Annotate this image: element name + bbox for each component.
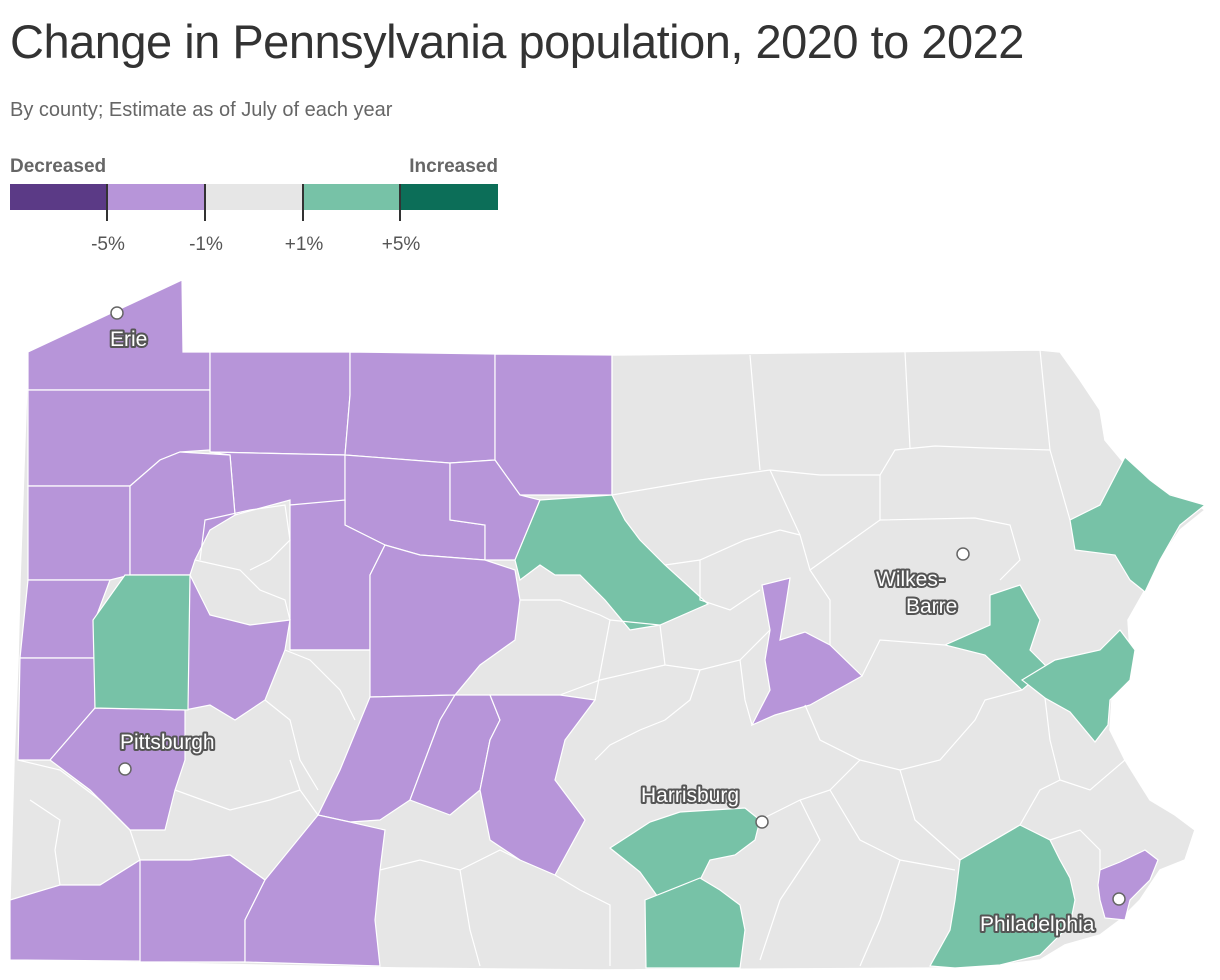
county-butler <box>92 574 191 711</box>
city-markers: Erie Pittsburgh Wilkes- Barre Harrisburg… <box>108 306 1126 938</box>
county-warren <box>209 351 351 456</box>
decreased-counties <box>9 279 1159 967</box>
legend-tick <box>302 184 304 221</box>
county-philadelphia <box>1097 849 1159 921</box>
pennsylvania-county-map: Erie Pittsburgh Wilkes- Barre Harrisburg… <box>9 278 1207 971</box>
city-label-harrisburg: Harrisburg <box>641 784 739 807</box>
harrisburg-marker <box>755 815 769 829</box>
philadelphia-marker <box>1112 892 1126 906</box>
legend-label-increased: Increased <box>409 156 498 177</box>
chart-subtitle: By county; Estimate as of July of each y… <box>10 99 393 121</box>
city-label-wilkes-barre: Wilkes- <box>876 568 945 591</box>
legend-tick <box>399 184 401 221</box>
county-potter <box>494 353 613 496</box>
chart-title: Change in Pennsylvania population, 2020 … <box>10 15 1024 68</box>
city-label-philadelphia: Philadelphia <box>980 913 1095 936</box>
legend-swatch-increase <box>302 184 401 210</box>
legend-swatch-strong-decrease <box>10 184 108 210</box>
legend-label-decreased: Decreased <box>10 156 107 177</box>
legend-tick-label: +5% <box>381 234 421 255</box>
legend-color-bar <box>10 184 498 210</box>
legend-swatch-neutral <box>205 184 303 210</box>
wilkes-barre-marker <box>956 547 970 561</box>
county-borders <box>17 349 1126 967</box>
legend-tick-label: -5% <box>91 234 125 255</box>
county-monroe <box>1020 629 1136 743</box>
color-legend: Decreased Increased -5% -1% +1% +5% <box>10 156 498 266</box>
legend-swatch-strong-increase <box>400 184 498 210</box>
county-lycoming <box>514 494 710 631</box>
pittsburgh-marker <box>118 762 132 776</box>
county-bedford <box>244 814 386 967</box>
county-allegheny <box>49 707 186 831</box>
legend-tick-label: +1% <box>284 234 324 255</box>
erie-marker <box>110 306 124 320</box>
city-label-wilkes-barre-line2: Barre <box>906 595 957 618</box>
county-chester <box>929 824 1076 969</box>
county-indiana <box>184 574 291 721</box>
city-label-pittsburgh: Pittsburgh <box>120 731 215 754</box>
legend-tick <box>204 184 206 221</box>
legend-tick <box>106 184 108 221</box>
county-northumberland <box>750 577 863 727</box>
county-mckean <box>344 351 496 464</box>
county-adams <box>644 877 746 969</box>
legend-tick-label: -1% <box>189 234 223 255</box>
legend-swatch-decrease <box>107 184 206 210</box>
increased-counties <box>92 456 1207 969</box>
county-venango <box>27 485 131 581</box>
city-label-erie: Erie <box>110 328 147 351</box>
